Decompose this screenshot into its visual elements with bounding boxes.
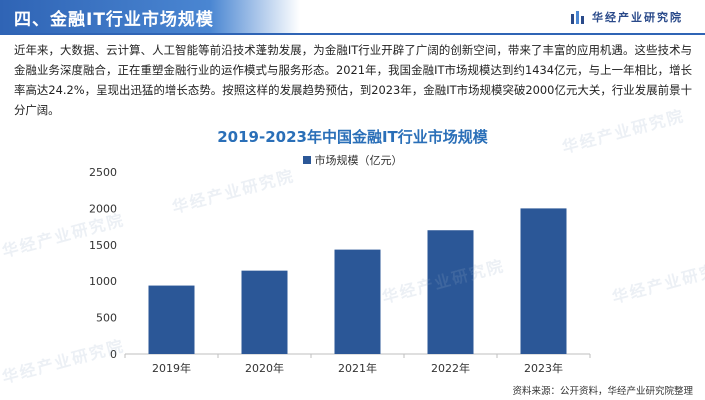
y-tick-label: 2000 (89, 202, 117, 215)
legend-swatch (302, 156, 311, 164)
brand-name: 华经产业研究院 (592, 11, 683, 24)
bar (334, 249, 381, 354)
x-tick-label: 2019年 (152, 361, 191, 375)
brand: 华经产业研究院 (570, 9, 683, 25)
section-title-band (0, 0, 300, 34)
section-title: 四、金融IT行业市场规模 (14, 10, 214, 30)
bar (148, 285, 195, 354)
x-tick-label: 2021年 (338, 361, 377, 375)
legend-label: 市场规模（亿元） (314, 154, 403, 167)
header-divider (0, 33, 705, 35)
y-tick-label: 1500 (89, 239, 117, 252)
bar (520, 208, 567, 354)
chart-legend: 市场规模（亿元） (0, 152, 705, 168)
bar (427, 230, 474, 354)
y-tick-label: 2500 (89, 166, 117, 179)
intro-paragraph: 近年来，大数据、云计算、人工智能等前沿技术蓬勃发展，为金融IT行业开辟了广阔的创… (14, 43, 692, 117)
x-tick-label: 2020年 (245, 361, 284, 375)
x-tick-label: 2023年 (524, 361, 563, 375)
bars-logo-icon (571, 11, 584, 24)
y-tick-label: 1000 (89, 275, 117, 288)
x-tick-label: 2022年 (431, 361, 470, 375)
bar (241, 270, 288, 354)
source-note: 资料来源：公开资料，华经产业研究院整理 (512, 386, 693, 397)
y-tick-label: 500 (96, 312, 117, 325)
y-tick-label: 0 (110, 348, 117, 361)
chart-title: 2019-2023年中国金融IT行业市场规模 (217, 128, 488, 146)
page-header: 四、金融IT行业市场规模 华经产业研究院 (0, 0, 705, 35)
